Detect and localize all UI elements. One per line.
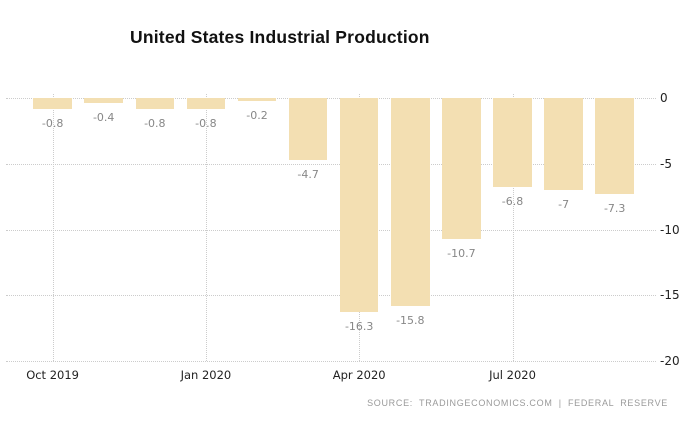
bar [288, 98, 328, 160]
bar-value-label: -15.8 [396, 313, 425, 327]
bar-value-label: -4.7 [297, 167, 319, 181]
chart-title: United States Industrial Production [130, 27, 430, 47]
bar-value-label: -0.4 [92, 111, 115, 125]
bar [84, 98, 123, 104]
source-attribution: SOURCE: TRADINGECONOMICS.COM | FEDERAL R… [367, 398, 668, 408]
bar [595, 98, 634, 194]
bar [237, 98, 277, 101]
bar [442, 98, 481, 239]
y-axis-tick-label: -10 [660, 222, 680, 237]
bar-value-label: -7 [558, 198, 570, 212]
y-axis-tick-label: 0 [660, 91, 668, 105]
y-axis-tick-label: -5 [660, 156, 672, 171]
y-gridline [6, 361, 656, 362]
bar [493, 98, 532, 188]
bar-value-label: -0.2 [246, 108, 268, 122]
bar-value-label: -10.7 [447, 246, 476, 260]
x-gridline [52, 94, 54, 361]
bar-value-label: -0.8 [195, 116, 217, 130]
bar-value-label: -6.8 [501, 195, 524, 209]
bar-value-label: -0.8 [144, 116, 166, 130]
bar [186, 98, 226, 109]
x-axis-tick-label: Oct 2019 [26, 368, 79, 382]
x-gridline [205, 94, 207, 361]
y-axis-tick-label: -20 [660, 354, 680, 368]
y-gridline [6, 98, 656, 99]
bar [391, 98, 430, 306]
y-gridline [6, 163, 656, 165]
y-gridline [6, 229, 656, 231]
bar-value-label: -0.8 [41, 116, 64, 130]
x-axis-tick-label: Jul 2020 [489, 368, 536, 382]
bar-value-label: -16.3 [344, 320, 374, 334]
bar [339, 98, 379, 313]
x-axis-tick-label: Apr 2020 [332, 368, 386, 382]
bar-value-label: -7.3 [603, 201, 626, 215]
bar [33, 98, 72, 109]
bar [135, 98, 175, 109]
x-gridline [512, 94, 514, 361]
bar [544, 98, 583, 191]
y-gridline [6, 295, 656, 297]
x-axis-tick-label: Jan 2020 [180, 368, 232, 382]
y-axis-tick-label: -15 [660, 288, 680, 303]
